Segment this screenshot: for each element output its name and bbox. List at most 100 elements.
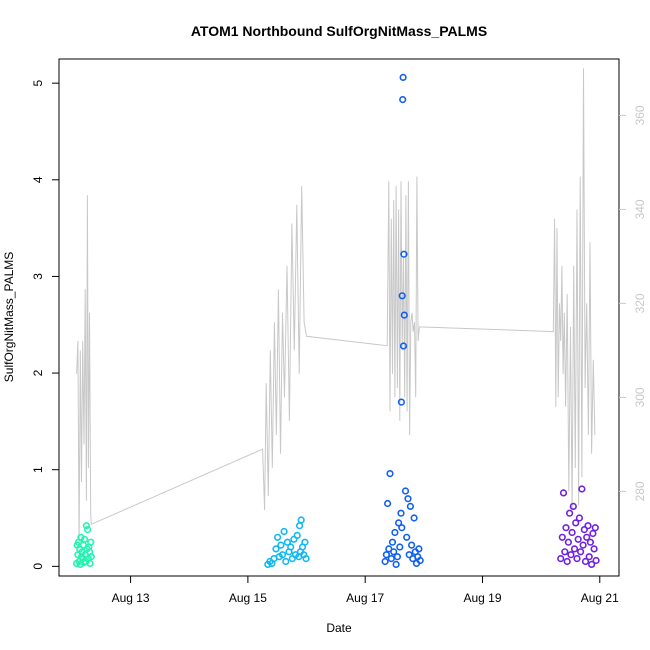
data-point	[568, 528, 576, 537]
data-point	[570, 545, 579, 553]
data-point	[397, 398, 406, 406]
data-point	[580, 525, 588, 534]
data-point	[584, 522, 592, 530]
y-axis-label: SulfOrgNitMass_PALMS	[2, 252, 16, 382]
y2-tick-label: 280	[633, 481, 647, 501]
data-point	[297, 516, 305, 524]
data-point	[410, 514, 418, 522]
data-point	[578, 485, 586, 493]
data-point	[86, 559, 94, 568]
data-point	[401, 487, 410, 495]
data-point	[397, 509, 405, 517]
y-tick-label: 2	[31, 369, 45, 376]
series-4	[557, 485, 600, 569]
x-tick-label: Aug 17	[346, 591, 384, 605]
data-point	[567, 551, 575, 559]
data-point	[559, 489, 568, 497]
data-point	[388, 538, 397, 546]
data-point	[572, 519, 580, 527]
data-point	[398, 292, 406, 300]
data-point	[280, 527, 288, 536]
data-point	[585, 553, 593, 561]
x-tick-label: Aug 13	[112, 591, 150, 605]
data-point	[573, 554, 581, 563]
y2-tick-label: 300	[633, 387, 647, 407]
data-point	[575, 514, 584, 522]
data-point	[395, 519, 403, 527]
data-point	[301, 538, 309, 546]
data-point	[274, 533, 282, 541]
data-point	[83, 525, 92, 534]
data-point	[283, 538, 292, 546]
data-point	[399, 95, 407, 104]
series-1	[72, 522, 95, 569]
series-2	[264, 516, 310, 569]
y2-tick-label: 320	[633, 293, 647, 313]
data-point	[384, 499, 392, 508]
data-point	[563, 557, 571, 566]
data-point	[396, 543, 404, 551]
data-point	[390, 548, 398, 556]
data-point	[574, 535, 582, 543]
data-point	[558, 533, 566, 541]
chart-title: ATOM1 Northbound SulfOrgNitMass_PALMS	[191, 23, 487, 39]
secondary-line-layer	[76, 68, 596, 548]
data-point	[400, 250, 408, 258]
data-point	[415, 545, 423, 553]
x-tick-label: Aug 19	[463, 591, 501, 605]
data-point	[382, 551, 391, 559]
data-point	[587, 560, 596, 569]
data-point	[399, 73, 407, 81]
data-point	[399, 342, 408, 350]
data-point	[557, 554, 565, 563]
x-tick-label: Aug 15	[229, 591, 267, 605]
y-tick-label: 3	[31, 273, 45, 280]
secondary-series-line	[76, 68, 596, 548]
y-tick-label: 1	[31, 466, 45, 473]
y-tick-label: 4	[31, 176, 45, 183]
data-point	[87, 538, 95, 546]
y2-tick-label: 340	[633, 199, 647, 219]
data-point	[381, 557, 389, 566]
scatter-points-layer	[72, 73, 600, 569]
data-point	[592, 556, 600, 565]
y-tick-label: 5	[31, 80, 45, 87]
data-point	[581, 557, 590, 566]
data-point	[579, 541, 587, 549]
data-point	[87, 553, 95, 561]
data-point	[562, 524, 570, 532]
data-point	[569, 502, 577, 511]
data-point	[398, 524, 406, 532]
data-point	[589, 529, 597, 538]
data-point	[82, 522, 90, 530]
data-point	[393, 553, 402, 561]
data-point	[302, 554, 310, 563]
data-point	[591, 524, 599, 532]
data-point	[590, 545, 598, 553]
data-point	[387, 554, 395, 563]
data-point	[404, 495, 412, 503]
data-point	[416, 556, 424, 565]
right-y-axis: 280 300 320 340 360	[619, 105, 647, 501]
data-point	[406, 502, 415, 511]
data-point	[282, 557, 290, 566]
data-point	[583, 533, 591, 541]
data-point	[403, 533, 411, 541]
series-3	[381, 73, 424, 569]
data-point	[561, 548, 569, 556]
data-point	[272, 545, 280, 553]
data-point	[293, 531, 301, 540]
x-axis: Aug 13 Aug 15 Aug 17 Aug 19 Aug 21	[112, 576, 619, 605]
data-point	[408, 541, 416, 549]
y-axis: 0 1 2 3 4 5	[31, 80, 59, 570]
data-point	[80, 535, 89, 543]
x-tick-label: Aug 21	[581, 591, 619, 605]
data-point	[400, 311, 408, 319]
y2-tick-label: 360	[633, 105, 647, 125]
data-point	[405, 551, 413, 559]
data-point	[565, 509, 574, 517]
data-point	[287, 543, 295, 551]
y-tick-label: 0	[31, 563, 45, 570]
